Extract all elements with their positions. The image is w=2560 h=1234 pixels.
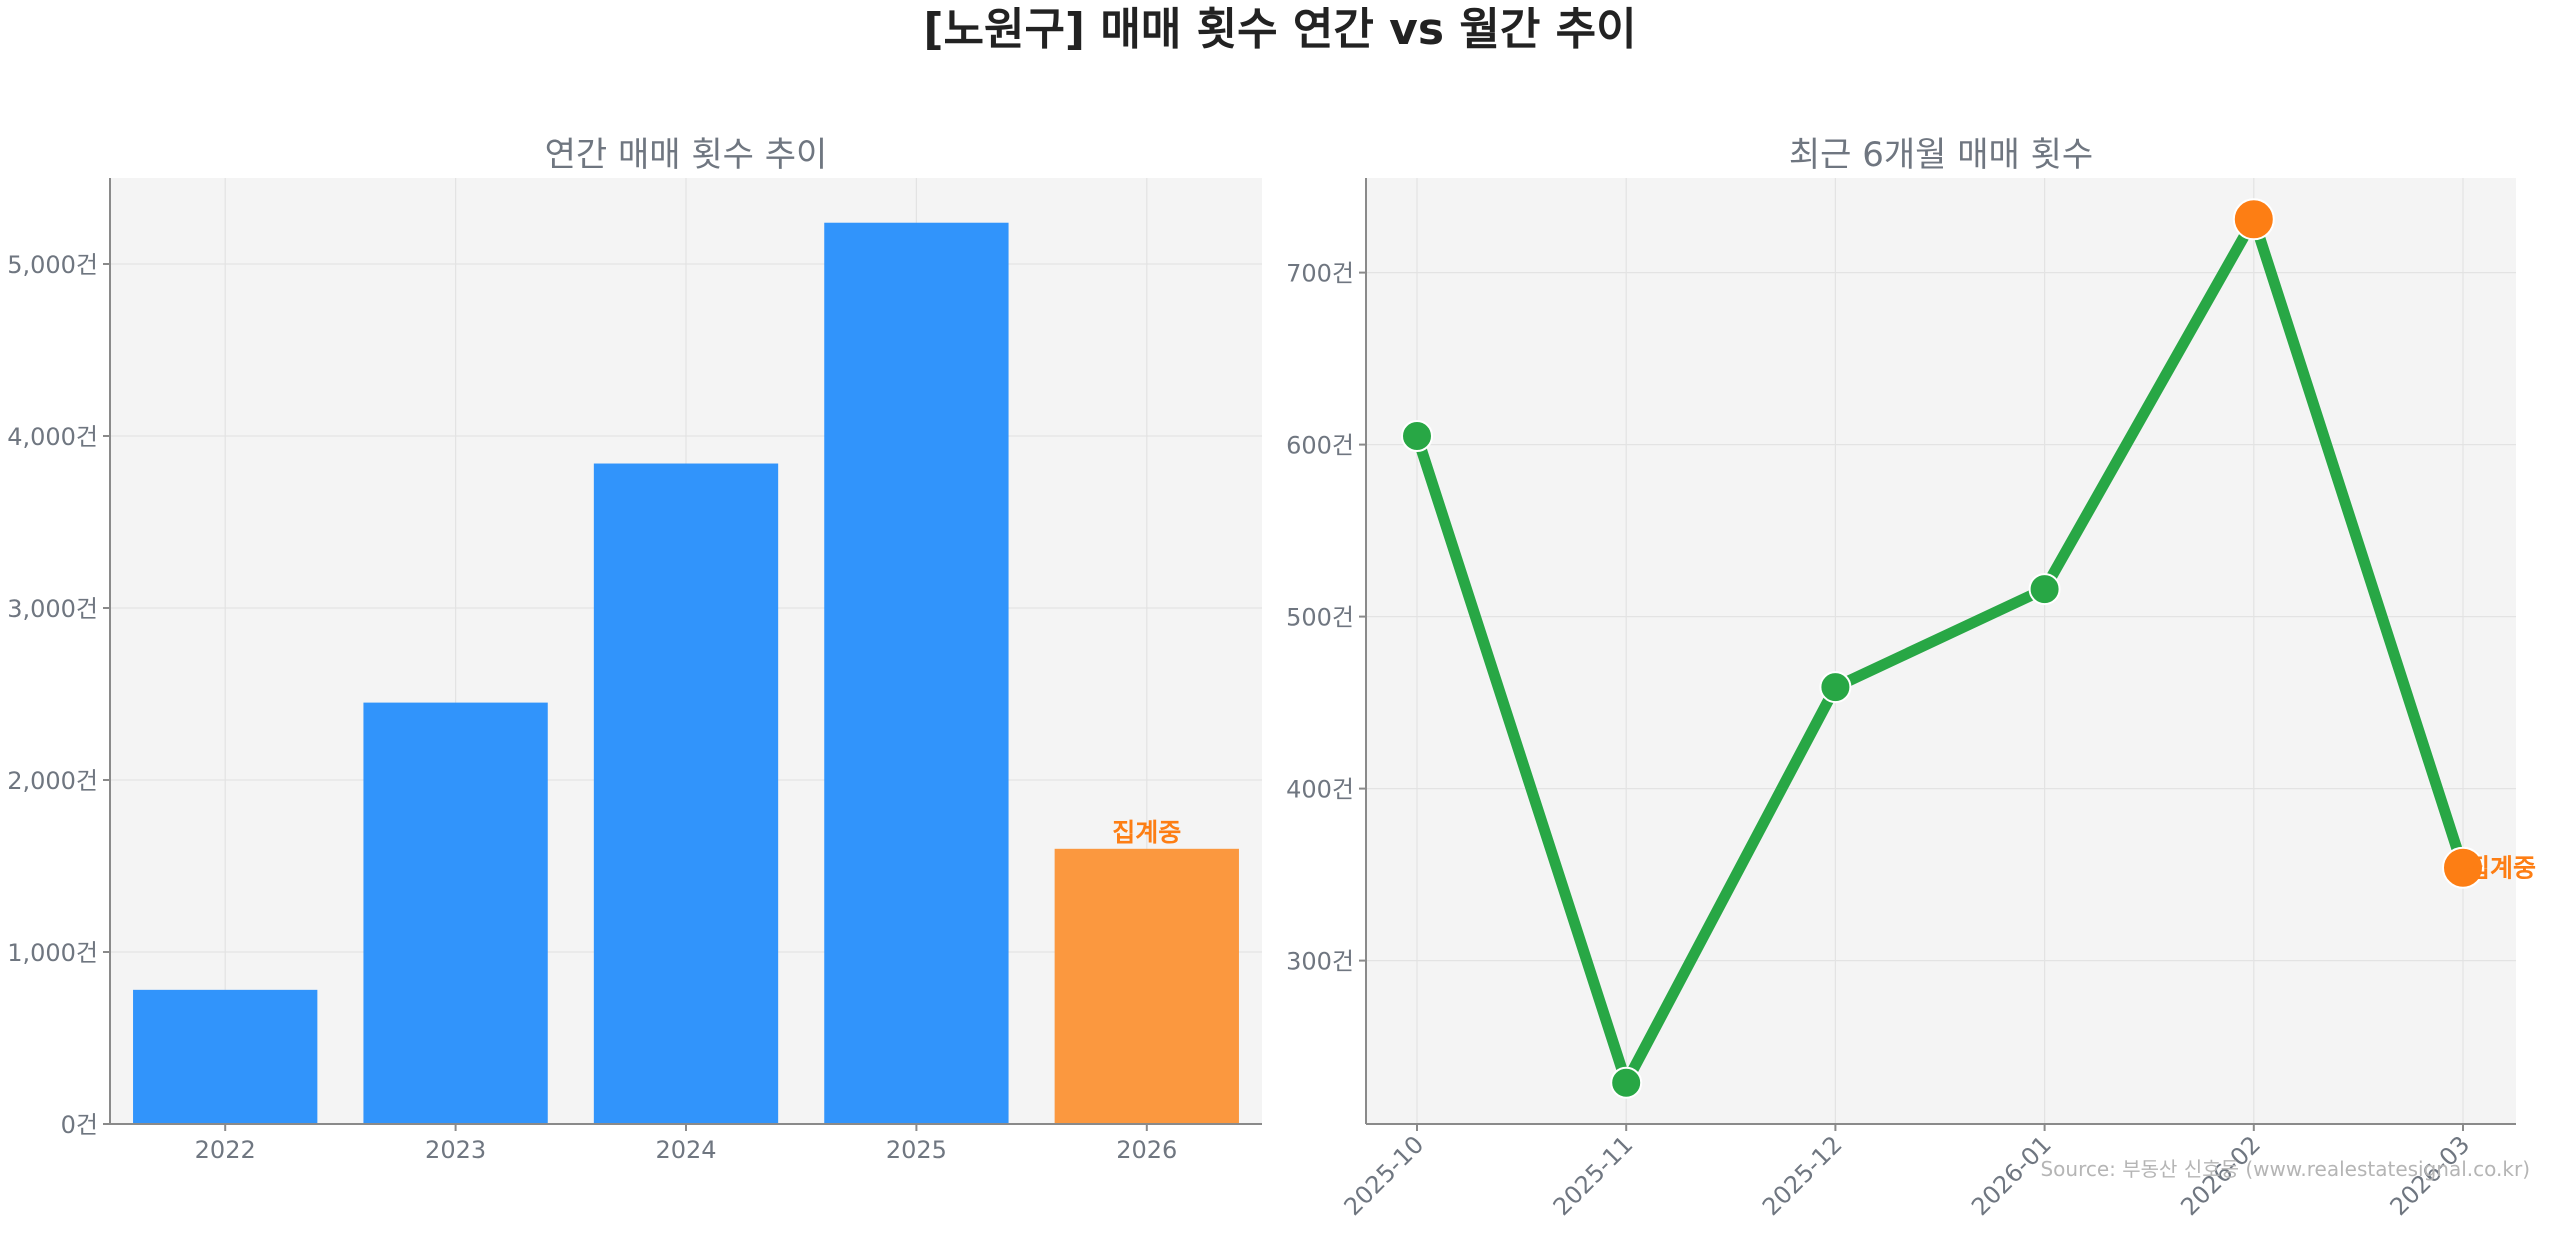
figure-title: [노원구] 매매 횟수 연간 vs 월간 추이: [923, 4, 1636, 55]
bar-2024: [593, 463, 779, 1124]
point-2026-03: [2442, 846, 2484, 889]
line-annotation: 집계중: [2467, 854, 2536, 883]
point-2025-10: [1401, 420, 1433, 452]
left-y-tick-label: 5,000건: [7, 251, 98, 279]
right-chart-title: 최근 6개월 매매 횟수: [1789, 135, 2093, 175]
left-x-tick-label: 2025: [886, 1136, 947, 1164]
bar-2022: [133, 989, 318, 1124]
right-y-tick-label: 300건: [1286, 948, 1354, 976]
left-y-tick-label: 0건: [61, 1111, 98, 1139]
bar-2023: [363, 702, 548, 1124]
source-credit: Source: 부동산 신호등 (www.realestatesignal.co…: [2040, 1157, 2530, 1181]
left-x-tick-label: 2023: [425, 1136, 486, 1164]
point-2025-12: [1819, 671, 1852, 704]
monthly-trade-line: [1411, 213, 2469, 1089]
left-y-tick-label: 3,000건: [7, 595, 98, 623]
left-bars: 집계중: [133, 222, 1239, 1125]
left-chart-title: 연간 매매 횟수 추이: [545, 135, 828, 175]
point-2026-02: [2232, 198, 2275, 241]
left-y-tick-label: 4,000건: [7, 423, 98, 451]
left-x-tick-label: 2026: [1116, 1136, 1177, 1164]
bar-2025: [824, 222, 1009, 1125]
annual-bar-chart: 집계중 0건 1,000건 2,000건 3,000건 4,000건 5,000건 2022…: [7, 135, 1262, 1164]
right-y-tick-label: 700건: [1286, 260, 1354, 288]
right-x-tick-label: 2025-12: [1757, 1130, 1848, 1221]
right-x-tick-label: 2025-10: [1339, 1130, 1430, 1221]
bar-annotation: 집계중: [1112, 818, 1181, 847]
right-y-tick-label: 600건: [1286, 432, 1354, 460]
right-y-tick-label: 400건: [1286, 776, 1354, 804]
monthly-line-chart: 집계중 300건 400건 500건 600건 700건 2025-10 2025-11 20…: [1286, 135, 2536, 1221]
right-gridlines: [1366, 178, 2516, 1124]
bar-2026: [1054, 848, 1239, 1124]
left-y-tick-label: 2,000건: [7, 767, 98, 795]
right-plot-background: [1366, 178, 2516, 1124]
left-y-tick-label: 1,000건: [7, 939, 98, 967]
right-y-tick-label: 500건: [1286, 604, 1354, 632]
left-axes: 0건 1,000건 2,000건 3,000건 4,000건 5,000건 2022 2023…: [7, 178, 1262, 1164]
right-x-tick-label: 2025-11: [1548, 1130, 1639, 1221]
point-2025-11: [1610, 1066, 1643, 1099]
point-2026-01: [2028, 573, 2061, 606]
right-line-series: 집계중: [1401, 198, 2536, 1099]
left-x-tick-label: 2024: [655, 1136, 716, 1164]
left-x-tick-label: 2022: [195, 1136, 256, 1164]
